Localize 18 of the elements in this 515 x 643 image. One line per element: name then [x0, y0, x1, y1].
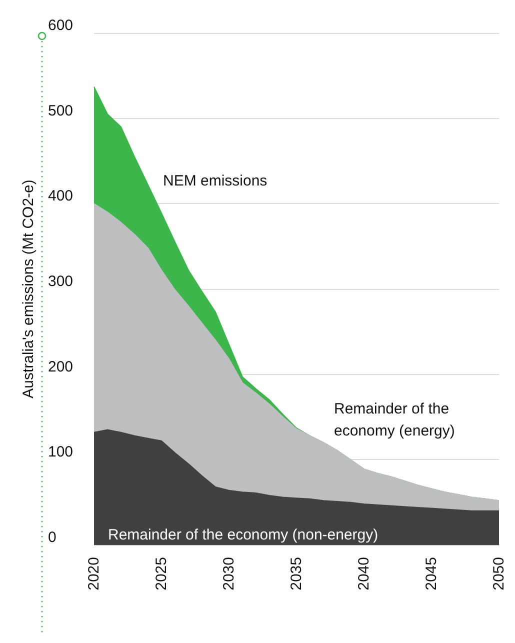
series-label: Remainder of the economy (energy) [334, 400, 455, 440]
y-tick-label: 500 [48, 102, 74, 120]
x-tick-label: 2030 [220, 557, 238, 590]
y-tick-label: 400 [48, 188, 74, 205]
y-axis-title: Australia's emissions (Mt CO2-e) [20, 180, 37, 398]
y-tick-label: 200 [48, 358, 74, 376]
x-tick-label: 2020 [86, 557, 102, 590]
x-tick-label: 2050 [490, 557, 508, 590]
y-tick-label: 0 [48, 529, 56, 546]
y-tick-label: 300 [48, 273, 74, 290]
x-tick-label: 2040 [356, 557, 372, 590]
x-tick-label: 2045 [423, 557, 440, 590]
series-label: Remainder of the economy (non-energy) [108, 526, 378, 544]
y-tick-label: 100 [48, 444, 74, 461]
x-tick-label: 2025 [153, 557, 170, 590]
y-tick-label: 600 [48, 17, 74, 34]
series-label: NEM emissions [163, 172, 268, 190]
x-tick-label: 2035 [288, 557, 305, 590]
